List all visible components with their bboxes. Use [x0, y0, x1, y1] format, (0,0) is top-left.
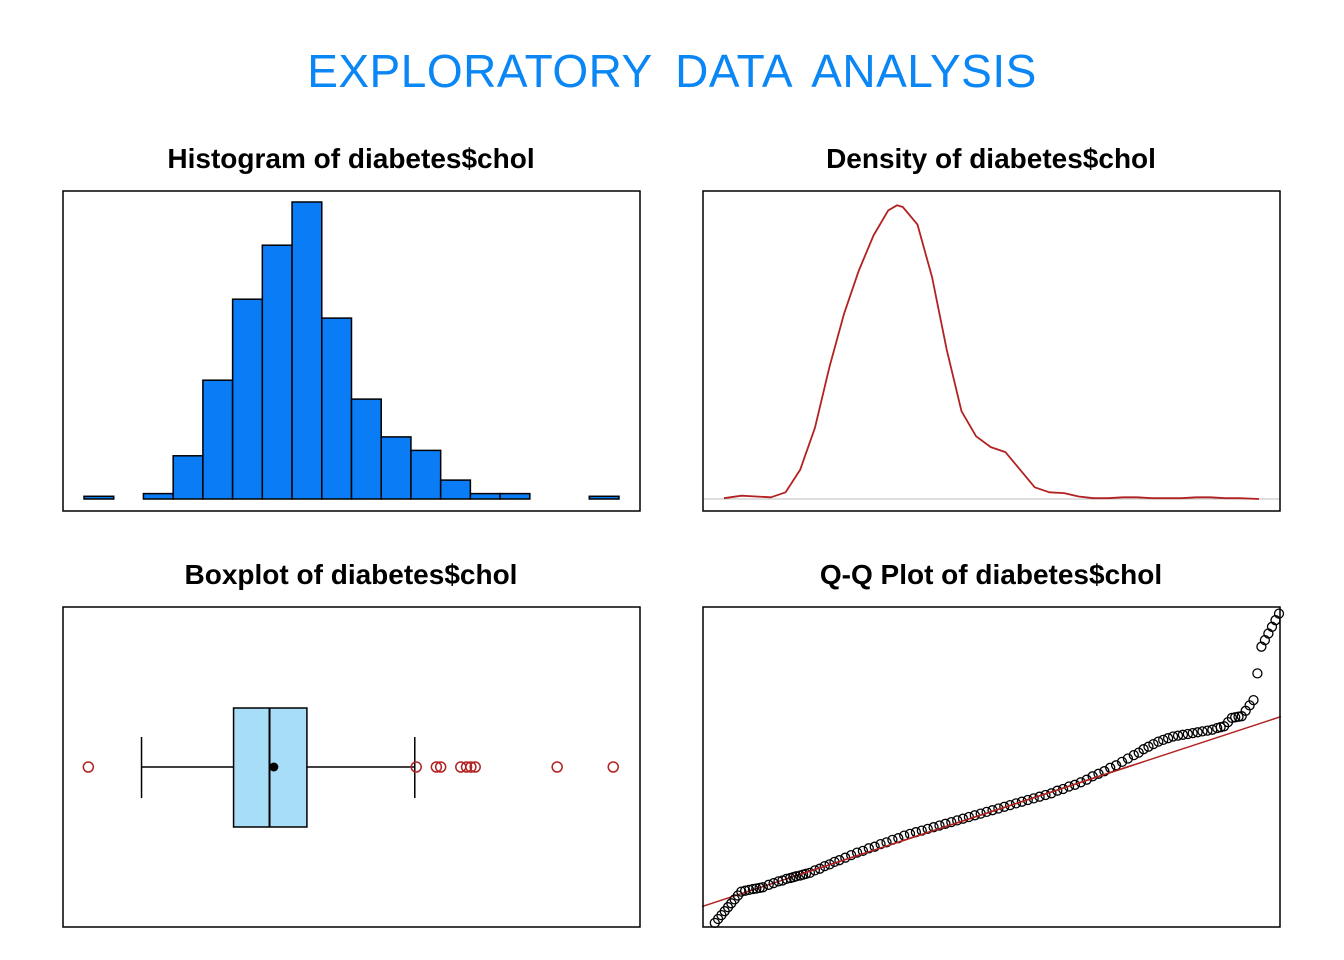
qq-point — [922, 823, 933, 835]
outlier-point — [82, 761, 95, 773]
histogram-bar — [380, 436, 412, 500]
qq-point — [1192, 727, 1203, 738]
qq-point — [1010, 798, 1022, 809]
qq-point — [863, 843, 874, 854]
qq-point — [1153, 736, 1164, 747]
qq-point — [1110, 760, 1122, 771]
outlier-point — [607, 761, 619, 773]
qq-point — [1069, 779, 1081, 790]
histogram-chart — [62, 190, 641, 512]
density-title: Density of diabetes$chol — [826, 143, 1156, 174]
qq-point — [1122, 753, 1134, 764]
histogram-bar — [172, 455, 204, 500]
qq-point — [1197, 726, 1208, 737]
qq-plot-chart — [701, 606, 1285, 929]
qq-point — [1162, 733, 1174, 744]
histogram-bar — [231, 298, 264, 500]
qq-point — [1128, 749, 1139, 761]
outlier-point — [410, 761, 422, 773]
histogram-bar — [83, 495, 115, 500]
qq-point — [736, 886, 747, 897]
qq-point — [1099, 766, 1110, 777]
qq-point — [1182, 728, 1193, 740]
qq-point — [869, 841, 880, 852]
page-title: EXPLORATORY DATA ANALYSIS — [307, 45, 1037, 97]
histogram-title: Histogram of diabetes$chol — [167, 143, 535, 174]
outlier-point — [465, 761, 477, 773]
qq-point — [819, 860, 830, 872]
qq-point — [940, 818, 951, 829]
qq-point — [1075, 777, 1086, 788]
boxplot-chart — [62, 606, 641, 928]
qq-point — [1138, 744, 1149, 755]
qq-point — [881, 837, 892, 848]
histogram-bar — [142, 492, 174, 500]
qq-point — [781, 873, 792, 885]
qq-point — [857, 845, 869, 857]
qq-point — [743, 884, 755, 896]
boxplot-title: Boxplot of diabetes$chol — [184, 559, 518, 590]
histogram-bar — [202, 379, 234, 500]
histogram-bar — [439, 479, 472, 500]
qq-point — [1148, 738, 1159, 750]
plot-frame — [702, 606, 1281, 928]
qq-point — [934, 820, 945, 831]
histogram-bar — [499, 492, 531, 500]
histogram-bar — [291, 201, 323, 500]
outlier-point — [430, 761, 443, 773]
outlier-point — [469, 761, 481, 773]
density-chart — [702, 190, 1281, 512]
qq-point — [1143, 741, 1154, 752]
qq-point — [1016, 796, 1028, 807]
outlier-point — [455, 761, 467, 773]
qq-point — [1063, 781, 1075, 792]
outlier-point — [460, 761, 473, 773]
plot-frame — [702, 190, 1281, 512]
qq-point — [1004, 799, 1016, 811]
qq-point — [740, 885, 751, 896]
histogram-bar — [469, 492, 501, 500]
qq-title: Q-Q Plot of diabetes$chol — [819, 559, 1163, 590]
qq-point — [1248, 694, 1259, 706]
qq-point — [1081, 774, 1092, 785]
qq-point — [999, 801, 1010, 812]
histogram-bar — [261, 244, 293, 500]
qq-reference-line-overlay — [799, 764, 1135, 876]
qq-point — [757, 882, 768, 893]
box-mean-point — [269, 762, 279, 772]
qq-point — [747, 883, 759, 895]
qq-point — [1093, 768, 1104, 779]
qq-point — [1116, 756, 1128, 768]
histogram-bar — [588, 495, 620, 500]
histogram-bar — [321, 317, 353, 500]
qq-point — [791, 871, 802, 882]
density-line — [723, 204, 1260, 500]
qq-point — [1273, 608, 1285, 619]
histogram-bar — [410, 449, 442, 500]
qq-point — [763, 879, 774, 890]
qq-point — [946, 816, 957, 828]
qq-point — [1177, 729, 1189, 740]
qq-point — [928, 822, 939, 833]
qq-point — [1167, 731, 1179, 742]
qq-point — [851, 847, 863, 858]
qq-point — [1172, 730, 1184, 741]
qq-point — [1022, 794, 1033, 806]
outlier-point — [434, 761, 447, 773]
qq-point — [1028, 793, 1039, 804]
qq-point — [1202, 725, 1213, 736]
qq-point — [846, 849, 857, 861]
plot-frame — [62, 606, 641, 928]
outlier-point — [551, 761, 563, 773]
qq-point — [1252, 668, 1263, 679]
plot-frame — [62, 190, 641, 512]
qq-point — [824, 859, 835, 870]
qq-point — [1187, 727, 1198, 739]
histogram-bar — [350, 398, 382, 500]
qq-point — [952, 815, 963, 826]
qq-point — [1158, 734, 1169, 746]
